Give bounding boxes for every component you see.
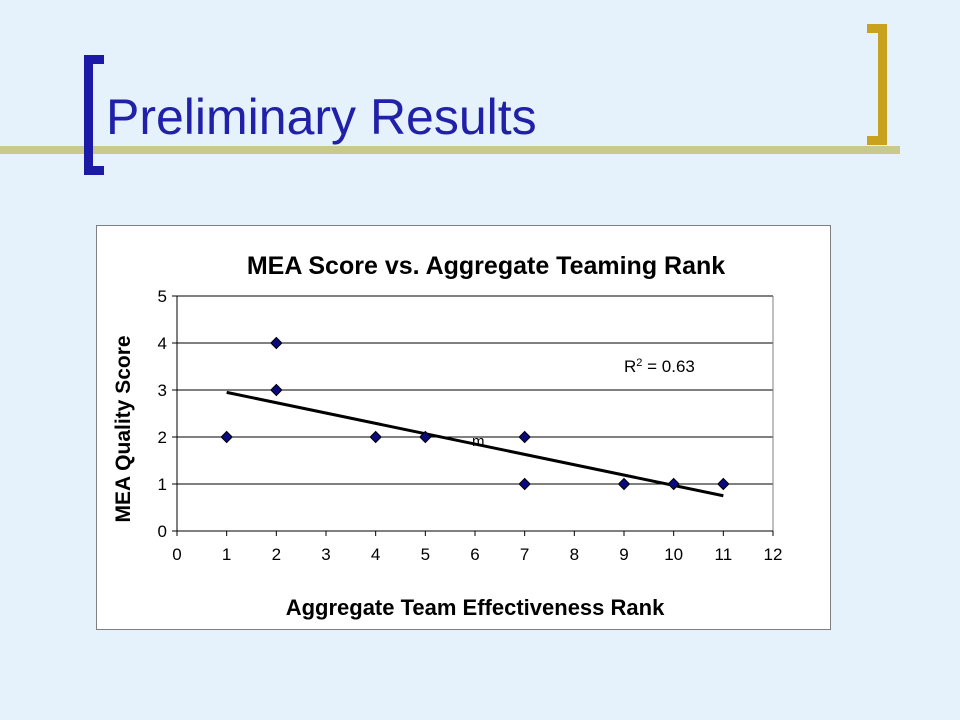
right-bracket xyxy=(867,24,887,145)
chart-container: MEA Score vs. Aggregate Teaming Rank MEA… xyxy=(96,225,831,630)
data-point xyxy=(518,477,531,491)
slide-title: Preliminary Results xyxy=(106,89,537,145)
trendline xyxy=(226,390,724,498)
x-tick-label: 5 xyxy=(421,545,430,564)
y-tick-label: 3 xyxy=(158,381,167,400)
data-point xyxy=(270,336,283,350)
x-tick-label: 4 xyxy=(371,545,380,564)
data-point xyxy=(220,430,233,444)
x-tick-label: 11 xyxy=(715,545,733,564)
x-tick-label: 1 xyxy=(222,545,231,564)
x-axis-label: Aggregate Team Effectiveness Rank xyxy=(286,595,665,620)
data-point xyxy=(419,430,432,444)
data-point xyxy=(270,383,283,397)
x-tick-label: 12 xyxy=(764,545,783,564)
chart-svg: MEA Score vs. Aggregate Teaming Rank MEA… xyxy=(112,252,783,620)
r-squared-label: R2 = 0.63 xyxy=(624,357,695,376)
left-bracket xyxy=(84,55,104,175)
x-tick-label: 6 xyxy=(470,545,479,564)
x-tick-label: 2 xyxy=(272,545,281,564)
y-axis-label: MEA Quality Score xyxy=(112,335,135,522)
x-tick-label: 8 xyxy=(570,545,579,564)
y-tick-label: 1 xyxy=(158,475,167,494)
data-point xyxy=(717,477,730,491)
x-tick-label: 10 xyxy=(664,545,683,564)
x-tick-label: 7 xyxy=(520,545,529,564)
y-tick-label: 5 xyxy=(158,287,167,306)
x-tick-label: 0 xyxy=(172,545,181,564)
data-point xyxy=(369,430,382,444)
x-tick-label: 9 xyxy=(619,545,628,564)
data-point xyxy=(518,430,531,444)
data-point xyxy=(667,477,680,491)
data-point xyxy=(617,477,631,491)
x-tick-label: 3 xyxy=(321,545,330,564)
y-tick-label: 2 xyxy=(158,428,167,447)
title-accent-bar xyxy=(0,146,900,154)
y-tick-label: 4 xyxy=(158,334,167,353)
y-tick-label: 0 xyxy=(158,522,167,541)
trendline-label: m xyxy=(472,433,485,450)
chart-title: MEA Score vs. Aggregate Teaming Rank xyxy=(247,252,725,280)
